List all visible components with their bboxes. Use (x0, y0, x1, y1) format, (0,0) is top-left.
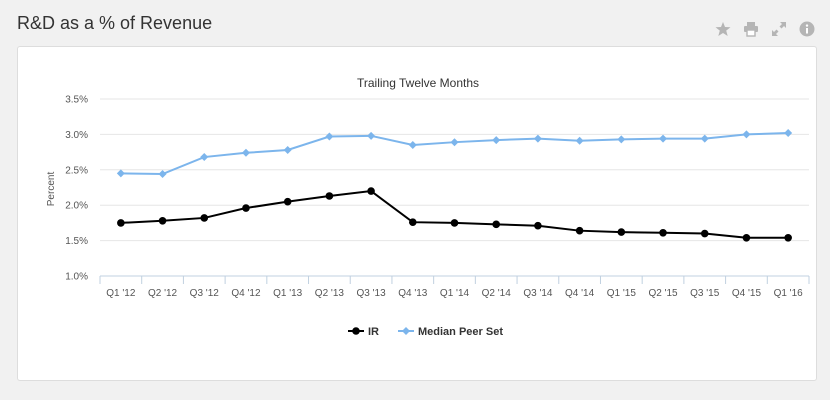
x-tick-label: Q4 '13 (398, 288, 428, 299)
y-tick-label: 1.0% (65, 272, 88, 283)
y-tick-label: 1.5% (65, 236, 88, 247)
x-tick-label: Q1 '15 (607, 288, 637, 299)
data-point[interactable] (242, 204, 250, 212)
legend-item[interactable]: Median Peer Set (398, 326, 503, 338)
data-point[interactable] (117, 219, 125, 227)
x-tick-label: Q2 '15 (648, 288, 678, 299)
data-point[interactable] (408, 218, 417, 226)
expand-icon[interactable] (770, 20, 788, 38)
data-point[interactable] (200, 214, 209, 222)
data-point[interactable] (450, 219, 459, 227)
data-point[interactable] (659, 229, 667, 237)
data-point[interactable] (367, 131, 376, 140)
data-point[interactable] (533, 134, 542, 143)
x-tick-label: Q2 '13 (315, 288, 345, 299)
print-icon[interactable] (742, 20, 760, 38)
data-point[interactable] (241, 148, 250, 157)
data-point[interactable] (617, 135, 626, 144)
data-point[interactable] (575, 136, 584, 145)
chart-title: Trailing Twelve Months (357, 76, 479, 90)
data-point[interactable] (325, 132, 334, 141)
y-tick-label: 2.5% (65, 165, 88, 176)
data-point[interactable] (492, 220, 501, 229)
x-tick-label: Q1 '16 (774, 288, 804, 299)
series-line (120, 189, 789, 239)
data-point[interactable] (659, 134, 668, 143)
chart-panel: Trailing Twelve Months Percent 1.0% 1.5% 2… (17, 46, 817, 381)
star-icon[interactable] (714, 20, 732, 38)
x-tick-label: Q3 '13 (357, 288, 387, 299)
x-tick-label: Q4 '12 (231, 288, 261, 299)
x-tick-label: Q1 '13 (273, 288, 303, 299)
data-point[interactable] (116, 169, 125, 178)
data-point[interactable] (742, 130, 751, 139)
legend-marker (352, 327, 360, 335)
page-title: R&D as a % of Revenue (17, 13, 213, 33)
data-point[interactable] (575, 226, 584, 235)
data-point[interactable] (367, 187, 375, 195)
data-point[interactable] (700, 229, 709, 238)
x-tick-label: Q1 '12 (106, 288, 136, 299)
data-point[interactable] (450, 138, 459, 147)
data-point[interactable] (534, 221, 542, 230)
legend-marker (402, 327, 410, 335)
x-tick-label: Q1 '14 (440, 288, 470, 299)
y-tick-label: 3.5% (65, 95, 88, 106)
legend-item[interactable]: IR (348, 326, 379, 338)
line-chart: Trailing Twelve Months Percent 1.0% 1.5% 2… (46, 76, 810, 338)
data-point[interactable] (784, 128, 793, 137)
y-tick-label: 2.0% (65, 201, 88, 212)
x-tick-label: Q2 '14 (482, 288, 512, 299)
y-tick-label: 3.0% (65, 130, 88, 141)
data-point[interactable] (283, 197, 292, 206)
data-point[interactable] (700, 134, 709, 143)
data-point[interactable] (325, 192, 334, 200)
x-tick-label: Q3 '12 (190, 288, 220, 299)
data-point[interactable] (283, 145, 292, 154)
data-point[interactable] (408, 141, 417, 150)
data-point[interactable] (492, 136, 501, 145)
data-point[interactable] (784, 233, 792, 242)
data-point[interactable] (158, 170, 167, 179)
x-tick-label: Q4 '15 (732, 288, 762, 299)
x-tick-label: Q2 '12 (148, 288, 178, 299)
data-point[interactable] (200, 153, 209, 162)
legend-label: IR (368, 326, 379, 338)
data-point[interactable] (617, 228, 626, 236)
info-icon[interactable] (798, 20, 816, 38)
legend-label: Median Peer Set (418, 326, 503, 338)
x-tick-label: Q3 '14 (523, 288, 553, 299)
y-axis-label: Percent (46, 172, 57, 207)
data-point[interactable] (742, 233, 751, 242)
x-tick-label: Q3 '15 (690, 288, 720, 299)
x-tick-label: Q4 '14 (565, 288, 595, 299)
toolbar (714, 20, 816, 38)
data-point[interactable] (158, 216, 167, 225)
